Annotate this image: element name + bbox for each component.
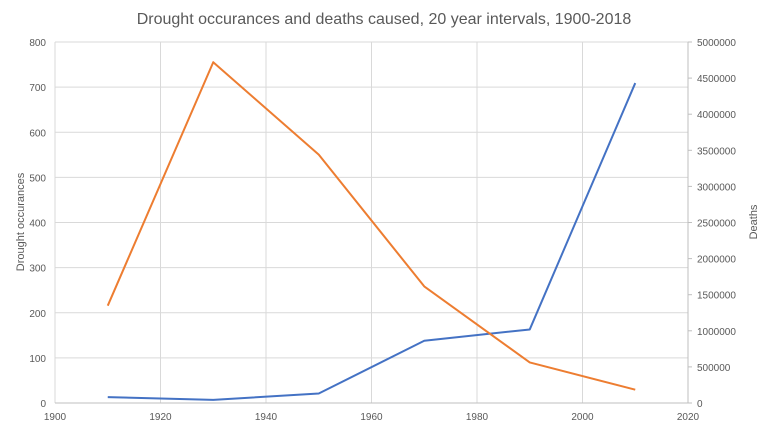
y-tick-label: 200: [29, 309, 46, 320]
y2-tick-label: 2000000: [697, 255, 736, 266]
y-tick-label: 500: [29, 173, 46, 184]
y-tick-label: 600: [29, 128, 46, 139]
y2-tick-label: 1500000: [697, 291, 736, 302]
y2-tick-label: 4500000: [697, 74, 736, 85]
x-tick-label: 1940: [255, 412, 278, 423]
chart-title: Drought occurances and deaths caused, 20…: [137, 11, 632, 28]
x-tick-label: 1980: [466, 412, 489, 423]
y2-tick-label: 5000000: [697, 38, 736, 49]
x-tick-label: 2000: [571, 412, 594, 423]
y2-axis-label: Deaths: [748, 204, 760, 239]
x-tick-label: 2020: [677, 412, 700, 423]
y2-tick-label: 2500000: [697, 219, 736, 230]
y2-tick-label: 1000000: [697, 327, 736, 338]
y-tick-label: 700: [29, 83, 46, 94]
y-tick-label: 400: [29, 219, 46, 230]
y2-tick-label: 3000000: [697, 182, 736, 193]
x-tick-label: 1960: [360, 412, 383, 423]
y2-tick-label: 4000000: [697, 110, 736, 121]
y-tick-label: 800: [29, 38, 46, 49]
y2-tick-label: 0: [697, 399, 703, 410]
y-tick-label: 0: [40, 399, 46, 410]
x-tick-label: 1900: [44, 412, 67, 423]
y2-tick-label: 3500000: [697, 146, 736, 157]
y-tick-label: 300: [29, 264, 46, 275]
y-axis-label: Drought occurances: [15, 172, 27, 271]
x-tick-label: 1920: [149, 412, 172, 423]
y-tick-label: 100: [29, 354, 46, 365]
y2-tick-label: 500000: [697, 363, 731, 374]
